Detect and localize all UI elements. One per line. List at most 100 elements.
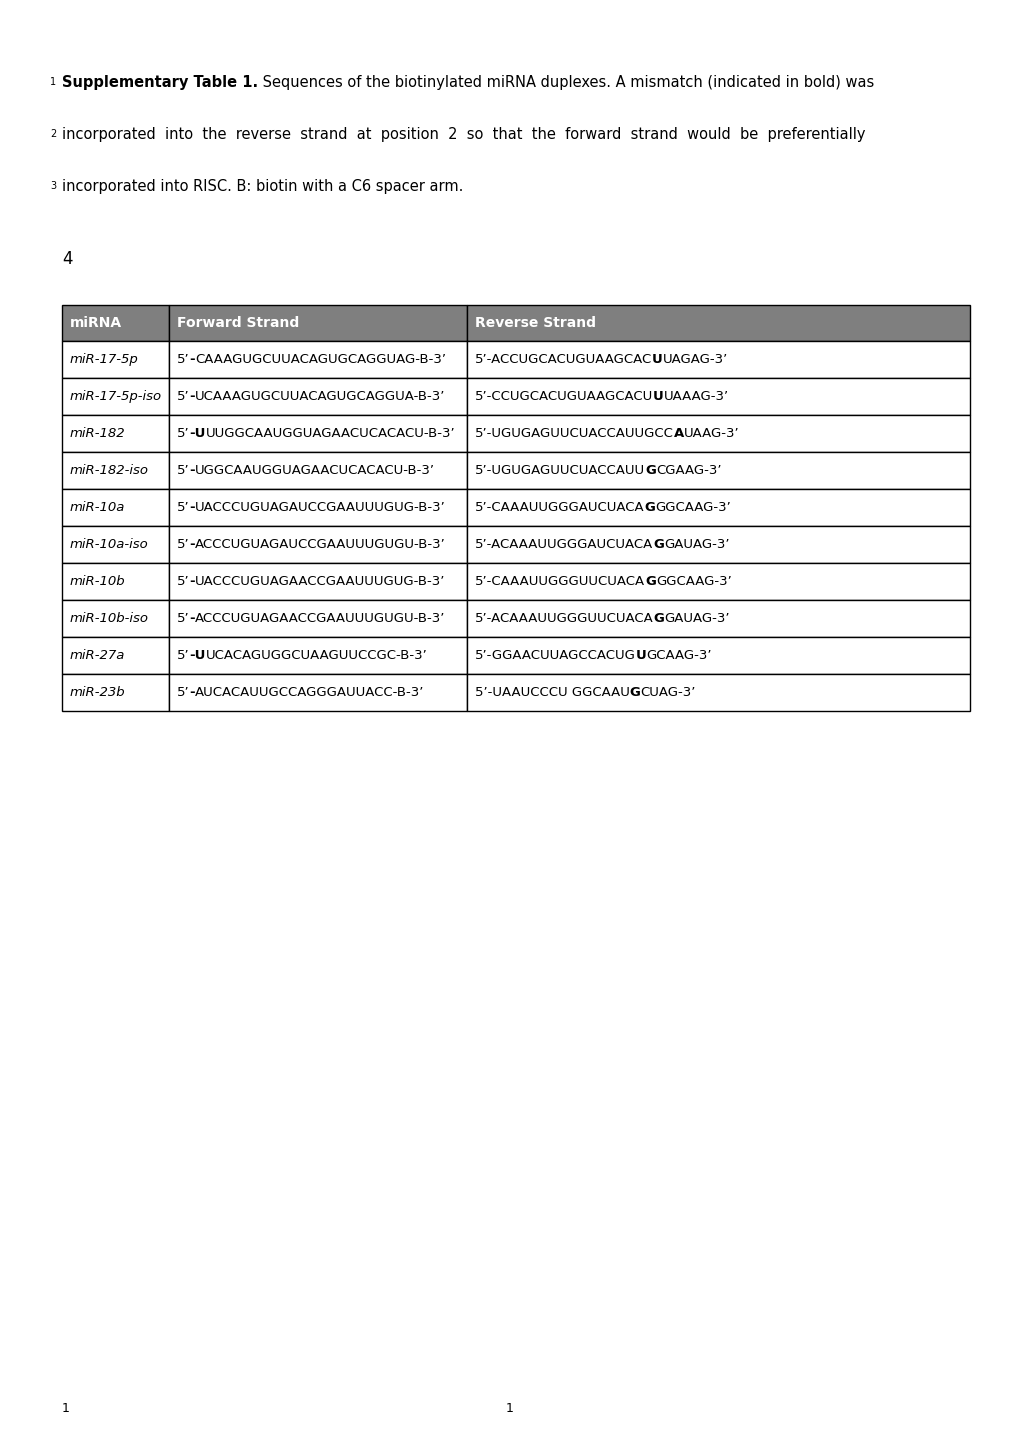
Text: UAAAG-3’: UAAAG-3’ — [663, 390, 729, 403]
Text: -: - — [190, 612, 195, 625]
Text: 5’: 5’ — [177, 574, 190, 587]
Text: Reverse Strand: Reverse Strand — [475, 316, 595, 330]
Text: U: U — [651, 354, 662, 367]
Bar — [467, 563, 969, 600]
Text: incorporated  into  the  reverse  strand  at  position  2  so  that  the  forwar: incorporated into the reverse strand at … — [62, 127, 865, 141]
Bar — [467, 452, 969, 489]
Bar — [467, 489, 969, 527]
Text: G: G — [644, 501, 655, 514]
Bar — [62, 489, 169, 527]
Bar — [62, 378, 169, 416]
Text: GGCAAG-3’: GGCAAG-3’ — [655, 501, 731, 514]
Text: -: - — [190, 354, 195, 367]
Text: 2: 2 — [50, 128, 56, 139]
Text: miR-27a: miR-27a — [70, 649, 125, 662]
Text: 5’: 5’ — [177, 612, 190, 625]
Text: GCAAG-3’: GCAAG-3’ — [646, 649, 711, 662]
Text: UUGGCAAUGGUAGAACUCACACU-B-3’: UUGGCAAUGGUAGAACUCACACU-B-3’ — [206, 427, 455, 440]
Bar — [467, 416, 969, 452]
Text: 5’: 5’ — [177, 354, 190, 367]
Text: Forward Strand: Forward Strand — [177, 316, 299, 330]
Text: Sequences of the biotinylated miRNA duplexes. A mismatch (indicated in bold) was: Sequences of the biotinylated miRNA dupl… — [258, 75, 873, 89]
Text: UCACAGUGGCUAAGUUCCGC-B-3’: UCACAGUGGCUAAGUUCCGC-B-3’ — [206, 649, 427, 662]
Text: 5’: 5’ — [177, 465, 190, 478]
Text: 5’-ACCUGCACUGUAAGCAC: 5’-ACCUGCACUGUAAGCAC — [475, 354, 651, 367]
Text: 3: 3 — [50, 180, 56, 190]
Text: incorporated into RISC. B: biotin with a C6 spacer arm.: incorporated into RISC. B: biotin with a… — [62, 179, 463, 193]
Text: UACCCUGUAGAUCCGAAUUUGUG-B-3’: UACCCUGUAGAUCCGAAUUUGUG-B-3’ — [195, 501, 445, 514]
Bar — [62, 600, 169, 636]
Text: Supplementary Table 1.: Supplementary Table 1. — [62, 75, 258, 89]
Text: G: G — [644, 465, 655, 478]
Text: -: - — [190, 538, 195, 551]
Bar — [169, 452, 467, 489]
Text: 5’-GGAACUUAGCCACUG: 5’-GGAACUUAGCCACUG — [475, 649, 635, 662]
Text: 5’-CCUGCACUGUAAGCACU: 5’-CCUGCACUGUAAGCACU — [475, 390, 652, 403]
Text: 5’-CAAAUUGGGAUCUACA: 5’-CAAAUUGGGAUCUACA — [475, 501, 644, 514]
Text: 5’: 5’ — [177, 649, 190, 662]
Bar — [467, 341, 969, 378]
Text: 5’-CAAAUUGGGUUCUACA: 5’-CAAAUUGGGUUCUACA — [475, 574, 644, 587]
Text: AUCACAUUGCCAGGGAUUACC-B-3’: AUCACAUUGCCAGGGAUUACC-B-3’ — [195, 685, 424, 698]
Text: -: - — [190, 574, 195, 587]
Text: U: U — [652, 390, 663, 403]
Bar — [169, 527, 467, 563]
Bar — [169, 563, 467, 600]
Bar — [467, 636, 969, 674]
Bar — [169, 600, 467, 636]
Bar — [467, 527, 969, 563]
Bar — [467, 600, 969, 636]
Text: 5’-UGUGAGUUCUACCAUU: 5’-UGUGAGUUCUACCAUU — [475, 465, 644, 478]
Text: -U: -U — [190, 649, 206, 662]
Text: 5’: 5’ — [177, 390, 190, 403]
Text: CAAAGUGCUUACAGUGCAGGUAG-B-3’: CAAAGUGCUUACAGUGCAGGUAG-B-3’ — [195, 354, 446, 367]
Bar — [62, 304, 169, 341]
Bar — [169, 489, 467, 527]
Bar — [62, 416, 169, 452]
Text: 1: 1 — [505, 1403, 514, 1416]
Bar — [62, 563, 169, 600]
Text: UAAG-3’: UAAG-3’ — [684, 427, 739, 440]
Text: -: - — [190, 465, 195, 478]
Text: miRNA: miRNA — [70, 316, 122, 330]
Bar — [62, 452, 169, 489]
Bar — [169, 341, 467, 378]
Text: UAGAG-3’: UAGAG-3’ — [662, 354, 728, 367]
Bar — [169, 378, 467, 416]
Bar — [62, 636, 169, 674]
Text: 1: 1 — [62, 1403, 70, 1416]
Bar — [62, 674, 169, 711]
Text: CUAG-3’: CUAG-3’ — [640, 685, 695, 698]
Bar — [62, 527, 169, 563]
Text: U: U — [635, 649, 646, 662]
Text: G: G — [653, 612, 664, 625]
Text: ACCCUGUAGAUCCGAAUUUGUGU-B-3’: ACCCUGUAGAUCCGAAUUUGUGU-B-3’ — [195, 538, 445, 551]
Text: 5’: 5’ — [177, 501, 190, 514]
Text: miR-23b: miR-23b — [70, 685, 125, 698]
Text: G: G — [644, 574, 655, 587]
Text: CGAAG-3’: CGAAG-3’ — [655, 465, 720, 478]
Text: 5’: 5’ — [177, 685, 190, 698]
Text: 5’-UAAUCCCU GGCAAU: 5’-UAAUCCCU GGCAAU — [475, 685, 630, 698]
Text: miR-17-5p-iso: miR-17-5p-iso — [70, 390, 162, 403]
Text: UGGCAAUGGUAGAACUCACACU-B-3’: UGGCAAUGGUAGAACUCACACU-B-3’ — [195, 465, 435, 478]
Text: 4: 4 — [62, 250, 72, 268]
Bar — [169, 416, 467, 452]
Bar — [467, 674, 969, 711]
Text: miR-10a: miR-10a — [70, 501, 125, 514]
Text: G: G — [652, 538, 663, 551]
Text: miR-10a-iso: miR-10a-iso — [70, 538, 149, 551]
Bar — [62, 341, 169, 378]
Text: miR-17-5p: miR-17-5p — [70, 354, 139, 367]
Text: 5’-ACAAAUUGGGAUCUACA: 5’-ACAAAUUGGGAUCUACA — [475, 538, 652, 551]
Text: UCAAAGUGCUUACAGUGCAGGUA-B-3’: UCAAAGUGCUUACAGUGCAGGUA-B-3’ — [195, 390, 445, 403]
Bar — [467, 378, 969, 416]
Text: miR-10b-iso: miR-10b-iso — [70, 612, 149, 625]
Text: -: - — [190, 501, 195, 514]
Text: 5’: 5’ — [177, 538, 190, 551]
Text: 5’: 5’ — [177, 427, 190, 440]
Text: GGCAAG-3’: GGCAAG-3’ — [655, 574, 731, 587]
Text: G: G — [630, 685, 640, 698]
Bar — [169, 674, 467, 711]
Text: UACCCUGUAGAACCGAAUUUGUG-B-3’: UACCCUGUAGAACCGAAUUUGUG-B-3’ — [195, 574, 445, 587]
